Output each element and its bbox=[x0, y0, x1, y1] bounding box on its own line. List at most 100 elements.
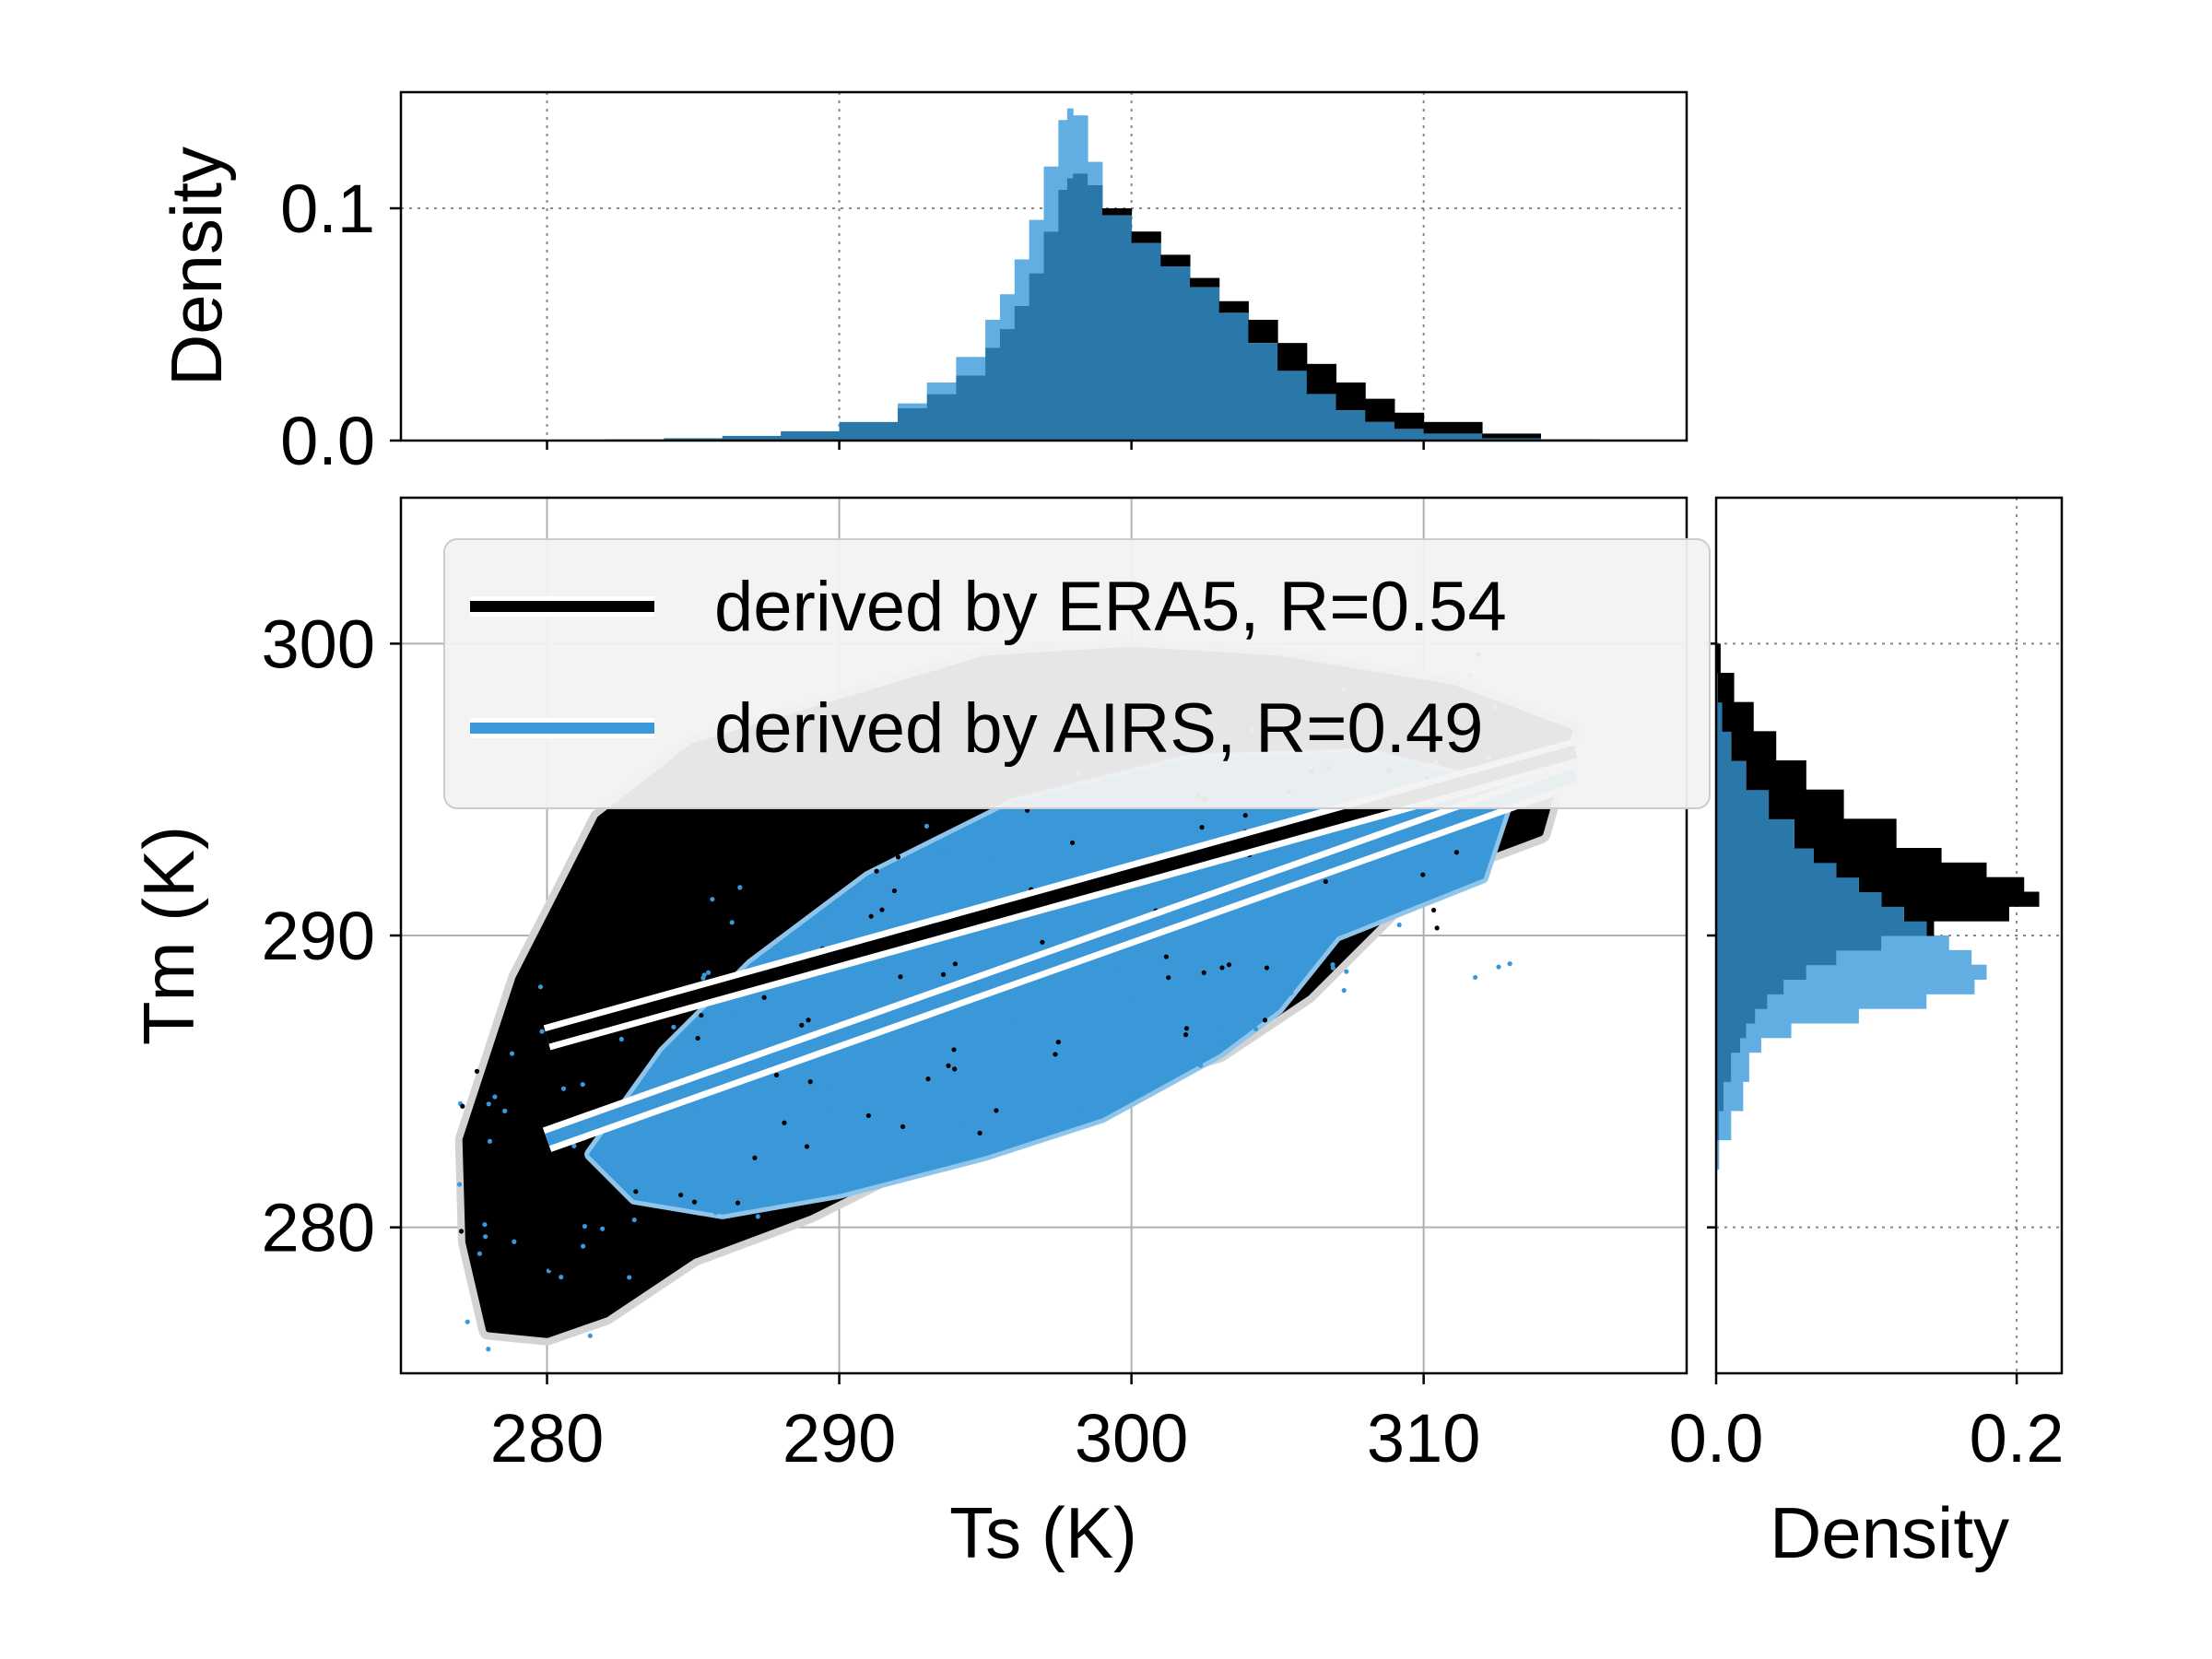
scatter-point bbox=[620, 1235, 627, 1241]
scatter-point bbox=[1129, 996, 1135, 1002]
top-histogram-bar-overlap bbox=[1058, 189, 1068, 441]
scatter-point bbox=[1197, 1063, 1204, 1068]
scatter-point bbox=[1264, 965, 1270, 971]
scatter-point bbox=[879, 994, 885, 1000]
scatter-point bbox=[1252, 1017, 1258, 1022]
scatter-point bbox=[828, 1161, 833, 1167]
right-histogram-bar-overlap bbox=[1716, 1111, 1720, 1141]
scatter-point bbox=[1430, 907, 1437, 913]
legend-entry-airs: derived by AIRS, R=0.49 bbox=[470, 689, 1483, 768]
top-histogram-ticks: 0.0 0.1 bbox=[280, 171, 1425, 479]
scatter-point bbox=[891, 888, 898, 894]
top-histogram-bar-overlap bbox=[1131, 242, 1161, 441]
scatter-point bbox=[807, 1079, 813, 1085]
scatter-point bbox=[474, 1068, 480, 1074]
scatter-point bbox=[784, 881, 790, 887]
scatter-point bbox=[1396, 922, 1402, 928]
top-histogram-y-axis-label: Density bbox=[156, 147, 237, 386]
right-histogram-bar-airs bbox=[1724, 1081, 1744, 1112]
scatter-point bbox=[653, 1141, 658, 1147]
scatter-point bbox=[516, 1246, 522, 1252]
top-histogram-bar-overlap bbox=[926, 394, 957, 441]
scatter-point bbox=[1262, 1018, 1268, 1023]
right-histogram-bar-overlap bbox=[1716, 906, 1904, 922]
right-histogram-bar-overlap bbox=[1716, 979, 1784, 994]
scatter-point bbox=[909, 1139, 914, 1145]
main-x-axis-label: Ts (K) bbox=[949, 1492, 1137, 1573]
right-histogram-bar-overlap bbox=[1716, 1081, 1724, 1112]
top-histogram-bar-era5 bbox=[1394, 412, 1425, 429]
scatter-point bbox=[1012, 1018, 1018, 1025]
scatter-point bbox=[509, 1051, 515, 1056]
scatter-point bbox=[465, 1319, 470, 1324]
scatter-point bbox=[1247, 929, 1253, 935]
right-histogram-bar-era5 bbox=[1716, 643, 1721, 674]
legend-label-airs: derived by AIRS, R=0.49 bbox=[714, 689, 1483, 768]
top-histogram-bar-era5 bbox=[1365, 398, 1395, 422]
top-histogram-bar-era5 bbox=[1423, 421, 1483, 434]
right-histogram-bar-overlap bbox=[1716, 760, 1747, 791]
scatter-point bbox=[490, 1320, 496, 1326]
scatter-point bbox=[741, 950, 747, 956]
main-x-tick-label: 280 bbox=[490, 1400, 604, 1477]
scatter-point bbox=[582, 1045, 588, 1051]
scatter-point bbox=[678, 1192, 684, 1198]
scatter-point bbox=[1253, 1026, 1259, 1032]
top-histogram-bar-overlap bbox=[1160, 266, 1191, 441]
top-histogram-bar-airs bbox=[999, 294, 1016, 330]
scatter-point bbox=[977, 1130, 982, 1135]
right-histogram-bar-airs bbox=[1836, 949, 1972, 966]
scatter-point bbox=[922, 1097, 927, 1102]
scatter-point bbox=[671, 1024, 677, 1030]
top-histogram-bar-overlap bbox=[1482, 438, 1541, 441]
scatter-point bbox=[1344, 969, 1349, 974]
scatter-point bbox=[827, 1067, 832, 1073]
top-histogram-bar-era5 bbox=[1160, 254, 1191, 266]
top-histogram-bar-overlap bbox=[1335, 410, 1366, 441]
scatter-point bbox=[631, 1217, 637, 1223]
scatter-point bbox=[1053, 1052, 1058, 1057]
scatter-point bbox=[512, 1239, 517, 1244]
scatter-point bbox=[482, 1221, 488, 1228]
top-histogram-bar-overlap bbox=[1088, 184, 1103, 441]
right-histogram-bar-airs bbox=[1740, 1037, 1761, 1053]
right-histogram-bar-airs bbox=[1731, 1052, 1749, 1082]
right-histogram-bar-era5 bbox=[1858, 877, 2025, 892]
top-histogram-bar-era5 bbox=[1306, 363, 1337, 394]
right-histogram-bar-era5 bbox=[1722, 701, 1754, 732]
main-y-tick-label: 290 bbox=[262, 898, 375, 974]
scatter-point bbox=[828, 1077, 833, 1083]
scatter-point bbox=[1173, 828, 1179, 834]
scatter-point bbox=[653, 1022, 659, 1028]
scatter-point bbox=[486, 1101, 491, 1107]
scatter-point bbox=[487, 1138, 493, 1144]
legend: derived by ERA5, R=0.54 derived by AIRS,… bbox=[443, 538, 1711, 809]
scatter-point bbox=[1288, 990, 1294, 995]
right-histogram-bar-overlap bbox=[1716, 731, 1732, 761]
scatter-point bbox=[502, 1108, 508, 1113]
top-histogram-bar-airs bbox=[926, 382, 957, 394]
scatter-point bbox=[564, 1159, 570, 1165]
scatter-point bbox=[486, 1347, 491, 1352]
scatter-point bbox=[1053, 1072, 1059, 1077]
top-histogram-bar-era5 bbox=[1101, 208, 1133, 216]
scatter-point bbox=[1473, 974, 1478, 981]
scatter-point bbox=[755, 1214, 760, 1219]
right-histogram-bar-overlap bbox=[1716, 877, 1859, 892]
right-histogram-bar-overlap bbox=[1716, 921, 1927, 936]
scatter-point bbox=[941, 849, 947, 855]
scatter-point bbox=[1330, 961, 1335, 968]
scatter-point bbox=[537, 1132, 543, 1137]
right-histogram-bar-airs bbox=[1767, 994, 1927, 1009]
scatter-point bbox=[1069, 840, 1076, 846]
right-histogram-bar-era5 bbox=[1813, 848, 1942, 864]
top-histogram-bar-airs bbox=[1014, 259, 1030, 306]
top-histogram-bar-overlap bbox=[1029, 273, 1044, 441]
main-x-tick-label: 300 bbox=[1075, 1400, 1188, 1477]
scatter-point bbox=[806, 1018, 811, 1023]
main-y-tick-label: 280 bbox=[262, 1190, 375, 1266]
scatter-point bbox=[1226, 962, 1232, 968]
right-histogram-x-axis-label: Density bbox=[1770, 1492, 2009, 1573]
scatter-point bbox=[529, 1151, 535, 1158]
scatter-point bbox=[627, 1275, 632, 1280]
